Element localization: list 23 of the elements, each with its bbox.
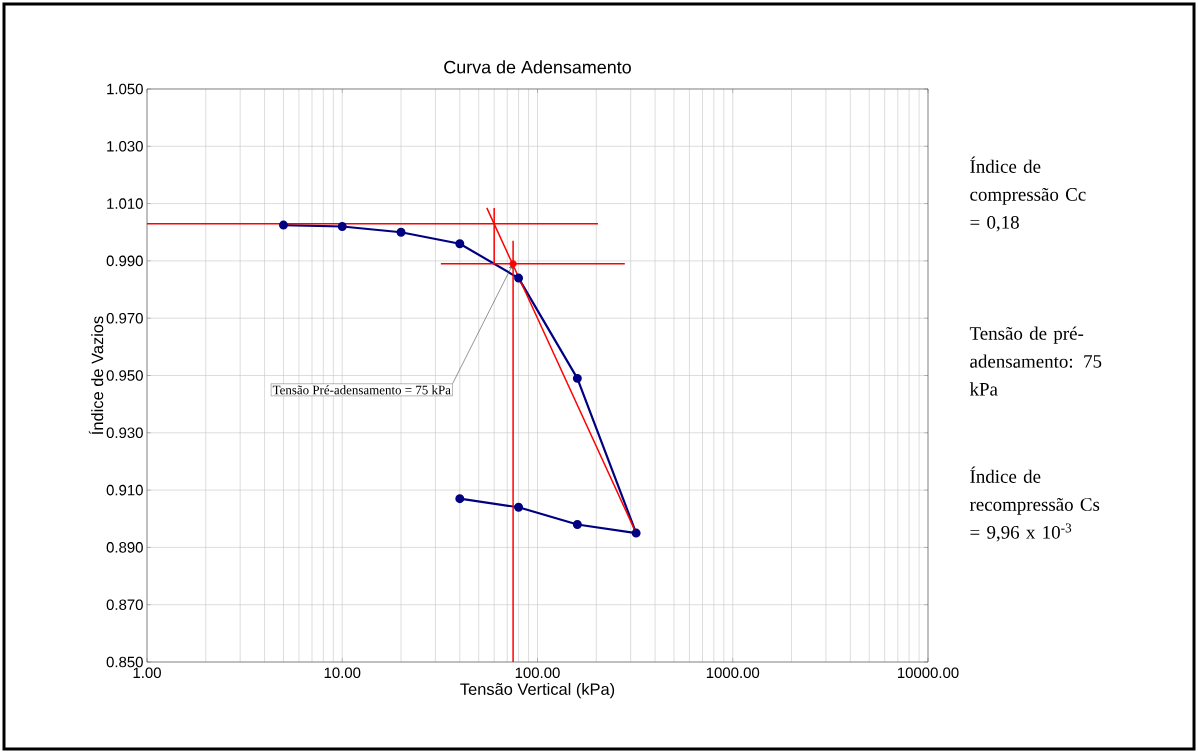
x-axis-title: Tensão Vertical (kPa): [460, 682, 615, 699]
y-tick-label: 0.850: [106, 656, 143, 668]
y-tick-label: 0.870: [106, 599, 143, 610]
chart-title: Curva de Adensamento: [444, 60, 631, 74]
x-tick-label: 10000.00: [897, 667, 959, 679]
x-tick-label: 100.00: [515, 667, 560, 679]
x-tick-label: 1000.00: [706, 667, 760, 679]
y-tick-label: 1.050: [107, 83, 143, 95]
y-axis-title: Índice de Vazios: [88, 316, 104, 435]
y-tick-label: 1.030: [107, 141, 143, 152]
text: Índice de recompressão Cs = 9,96 x 10$^{-3}$: [969, 466, 1100, 542]
y-tick-label: 0.890: [106, 542, 143, 553]
text: Tensão de pré-adensamento: 75 kPa: [969, 326, 1102, 396]
y-tick-label: 1.010: [107, 198, 143, 209]
x-tick-label: 10.00: [324, 667, 361, 679]
y-tick-label: 0.990: [106, 255, 143, 267]
y-tick-label: 0.910: [106, 484, 143, 496]
text: Índice de compressão Cc = 0,18: [970, 156, 1086, 232]
y-tick-label: 0.950: [106, 370, 143, 381]
annotation: Tensão Pré-adensamento = 75 kPa: [272, 385, 451, 395]
x-tick-label: 1.00: [133, 667, 161, 679]
y-tick-label: 0.970: [106, 312, 143, 324]
y-tick-label: 0.930: [106, 427, 143, 439]
